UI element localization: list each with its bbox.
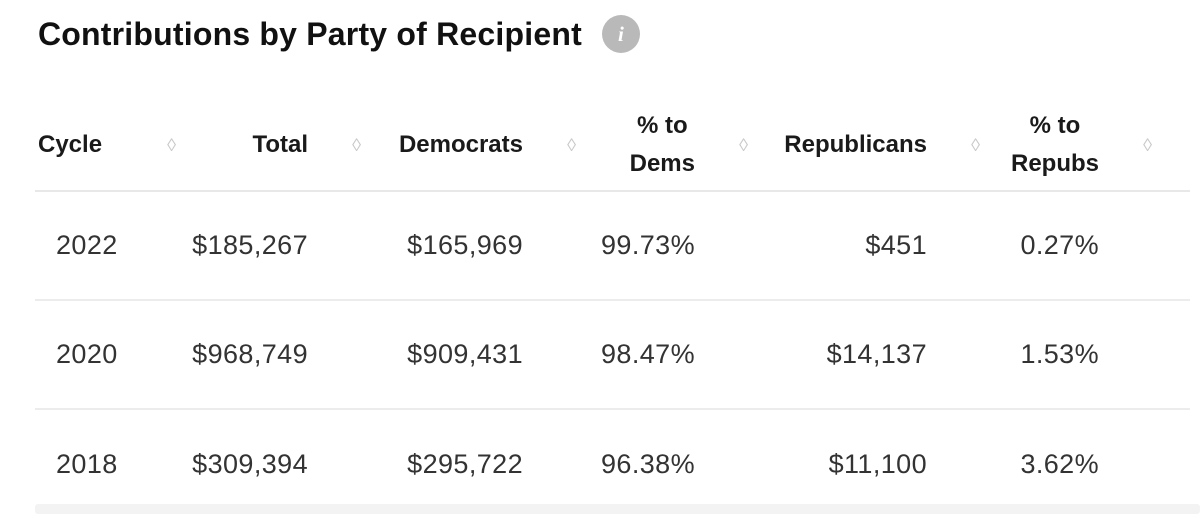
column-header-total-label: Total xyxy=(252,130,308,158)
cell-pct-dems: 98.47% xyxy=(601,339,695,369)
table-row: 2018 $309,394 $295,722 96.38% $11,100 3.… xyxy=(35,410,1190,517)
table-header-row: Cycle ◊ Total ◊ Democrats ◊ % to Dems ◊ R… xyxy=(35,54,1190,192)
pct-repubs-line2: Repubs xyxy=(1010,149,1099,177)
column-header-cycle-label: Cycle xyxy=(38,130,103,158)
page-title: Contributions by Party of Recipient xyxy=(38,15,582,52)
cell-pct-repubs: 0.27% xyxy=(1020,230,1099,260)
cell-cycle: 2018 xyxy=(56,449,118,479)
cell-democrats: $165,969 xyxy=(407,230,523,260)
pct-dems-line1: % to xyxy=(636,112,688,140)
cell-total: $968,749 xyxy=(192,339,308,369)
sort-icon[interactable]: ◊ xyxy=(567,134,576,155)
sort-icon[interactable]: ◊ xyxy=(1143,134,1152,155)
cell-total: $185,267 xyxy=(192,230,308,260)
cell-republicans: $451 xyxy=(865,230,927,260)
column-header-pct-dems[interactable]: % to Dems ◊ xyxy=(578,107,750,181)
sort-icon[interactable]: ◊ xyxy=(167,134,176,155)
bottom-divider-bar xyxy=(35,504,1200,514)
cell-pct-repubs: 1.53% xyxy=(1020,339,1099,369)
sort-icon[interactable]: ◊ xyxy=(352,134,361,155)
cell-cycle: 2020 xyxy=(56,339,118,369)
cell-total: $309,394 xyxy=(192,449,308,479)
column-header-republicans[interactable]: Republicans ◊ xyxy=(750,131,982,159)
column-header-democrats-label: Democrats xyxy=(398,130,523,158)
cell-democrats: $295,722 xyxy=(407,449,523,479)
column-header-democrats[interactable]: Democrats ◊ xyxy=(363,131,578,159)
info-icon[interactable]: i xyxy=(601,15,640,53)
column-header-pct-repubs-label: % to Repubs xyxy=(1011,107,1099,181)
cell-pct-dems: 99.73% xyxy=(601,230,695,260)
pct-repubs-line1: % to xyxy=(1029,112,1081,140)
cell-cycle: 2022 xyxy=(56,230,118,260)
column-header-pct-repubs[interactable]: % to Repubs ◊ xyxy=(982,107,1154,181)
cell-republicans: $11,100 xyxy=(828,449,927,479)
title-row: Contributions by Party of Recipient i xyxy=(0,0,1200,54)
contributions-table: Cycle ◊ Total ◊ Democrats ◊ % to Dems ◊ R… xyxy=(35,54,1190,517)
sort-icon[interactable]: ◊ xyxy=(971,134,980,155)
cell-republicans: $14,137 xyxy=(826,339,927,369)
column-header-cycle[interactable]: Cycle ◊ xyxy=(38,131,178,159)
cell-democrats: $909,431 xyxy=(407,339,523,369)
column-header-pct-dems-label: % to Dems xyxy=(630,107,695,181)
table-row: 2020 $968,749 $909,431 98.47% $14,137 1.… xyxy=(35,301,1190,410)
column-header-total[interactable]: Total ◊ xyxy=(178,131,363,159)
sort-icon[interactable]: ◊ xyxy=(739,134,748,155)
column-header-republicans-label: Republicans xyxy=(784,130,927,158)
table-row: 2022 $185,267 $165,969 99.73% $451 0.27% xyxy=(35,192,1190,301)
cell-pct-dems: 96.38% xyxy=(601,449,695,479)
cell-pct-repubs: 3.62% xyxy=(1020,449,1099,479)
pct-dems-line2: Dems xyxy=(629,149,695,177)
